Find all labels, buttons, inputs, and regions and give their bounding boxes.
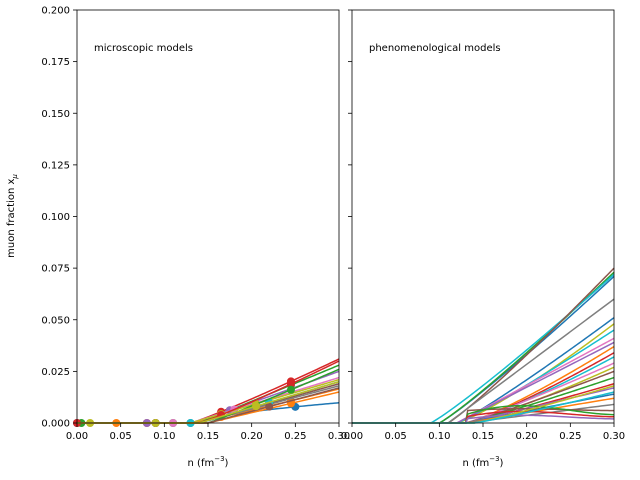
data-point-left-14-0 (252, 402, 261, 411)
x-tick-label-right: 0.05 (385, 431, 407, 442)
x-tick-label-left: 0.10 (153, 431, 175, 442)
y-tick-label: 0.075 (41, 264, 70, 275)
x-tick-label-right: 0.10 (428, 431, 450, 442)
x-tick-label-left: 0.20 (241, 431, 263, 442)
data-point-left-10-1 (286, 380, 295, 389)
y-tick-label: 0.050 (41, 315, 70, 326)
x-tick-label-right: 0.15 (472, 431, 494, 442)
x-tick-label-right: 0.25 (559, 431, 581, 442)
y-tick-label: 0.150 (41, 109, 70, 120)
x-ticks-right: 0.00 0.05 0.10 0.15 0.20 0.25 0.30 (341, 423, 625, 442)
y-axis-label: muon fraction xμ (6, 174, 19, 258)
data-point-left-13-0 (265, 402, 274, 411)
y-tick-label: 0.025 (41, 367, 70, 378)
x-tick-label-left: 0.15 (197, 431, 219, 442)
x-tick-label-left: 0.30 (328, 431, 350, 442)
x-tick-label-left: 0.25 (284, 431, 306, 442)
plot-area-left (77, 10, 339, 423)
x-axis-label-left: n (fm−3) (188, 455, 229, 469)
y-ticks-left: 0.000 0.025 0.050 0.075 0.100 0.125 0.150 0.175… (41, 6, 77, 430)
x-tick-label-right: 0.20 (516, 431, 538, 442)
y-tick-label: 0.125 (41, 160, 70, 171)
data-point-left-11-0 (286, 385, 295, 394)
x-axis-label-right: n (fm−3) (463, 455, 504, 469)
plot-area-right (352, 10, 614, 423)
x-tick-label-right: 0.30 (603, 431, 625, 442)
y-tick-label: 0.100 (41, 212, 70, 223)
y-ticks-right (348, 9, 352, 424)
x-ticks-left: 0.00 0.05 0.10 0.15 0.20 0.25 0.30 (66, 423, 350, 442)
annotation-microscopic: microscopic models (94, 43, 193, 54)
y-tick-label: 0.000 (41, 419, 70, 430)
x-tick-label-left: 0.00 (66, 431, 88, 442)
panel-microscopic: 0.00 0.05 0.10 0.15 0.20 0.25 0.30 0.0000.0250… (6, 6, 350, 470)
y-tick-label: 0.200 (41, 6, 70, 17)
y-tick-label: 0.175 (41, 57, 70, 68)
panel-phenomenological: 0.00 0.05 0.10 0.15 0.20 0.25 0.30 phenomenolo… (341, 9, 625, 469)
annotation-phenomenological: phenomenological models (369, 43, 501, 54)
x-tick-label-right: 0.00 (341, 431, 363, 442)
x-tick-label-left: 0.05 (110, 431, 132, 442)
